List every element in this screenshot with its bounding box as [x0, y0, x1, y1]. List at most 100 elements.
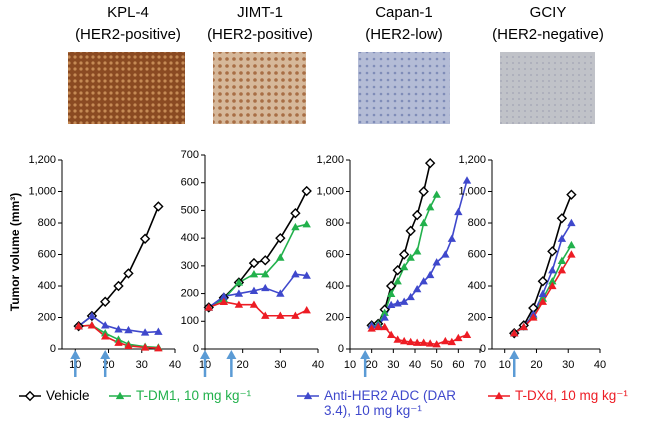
point: [301, 185, 312, 197]
legend-label: T-DM1, 10 mg kg⁻¹: [136, 388, 252, 403]
point: [406, 253, 415, 261]
point: [24, 390, 36, 402]
point: [557, 256, 567, 264]
point: [249, 286, 259, 294]
legend-item: Vehicle: [18, 388, 98, 403]
point: [405, 225, 416, 237]
legend-marker: [297, 391, 319, 400]
point: [425, 339, 435, 347]
point: [424, 157, 436, 169]
point: [425, 270, 435, 279]
x-tick-label: 30: [136, 359, 148, 371]
point: [291, 269, 300, 278]
point: [406, 292, 415, 301]
y-tick-label: 300: [181, 260, 199, 272]
legend-item: T-DXd, 10 mg kg⁻¹: [487, 388, 657, 403]
point: [406, 337, 415, 346]
dose-arrow: [200, 350, 210, 377]
y-tick-label: 1,200: [28, 154, 56, 166]
point: [412, 247, 422, 255]
point: [462, 176, 472, 184]
legend-label: Anti-HER2 ADC (DAR 3.4), 10 mg kg⁻¹: [324, 388, 457, 418]
x-tick-label: 30: [274, 359, 286, 371]
legend-item: Anti-HER2 ADC (DAR 3.4), 10 mg kg⁻¹: [296, 388, 481, 418]
point: [538, 297, 548, 305]
legend-marker: [109, 391, 131, 400]
point: [87, 311, 97, 320]
y-tick-label: 800: [326, 217, 344, 229]
y-tick-label: 400: [326, 280, 344, 292]
point: [260, 255, 271, 266]
point: [548, 281, 557, 290]
ihc-image: [213, 52, 306, 124]
point: [432, 340, 441, 348]
dose-arrow: [100, 350, 111, 377]
y-tick-label: 600: [38, 248, 56, 260]
dose-arrow-head: [200, 350, 210, 359]
chart-title: JIMT-1: [237, 4, 283, 21]
y-tick-label: 1,000: [458, 185, 486, 197]
x-tick-label: 60: [452, 359, 464, 371]
point: [367, 324, 376, 332]
x-tick-label: 30: [562, 359, 574, 371]
legend-item: T-DM1, 10 mg kg⁻¹: [108, 388, 288, 403]
point: [418, 186, 429, 197]
y-tick-label: 400: [181, 232, 199, 244]
y-tick-label: 0: [480, 343, 486, 355]
x-tick-label: 70: [474, 359, 486, 371]
point: [393, 335, 402, 343]
y-tick-label: 1,200: [316, 154, 344, 166]
point: [74, 321, 83, 330]
dose-arrow: [70, 350, 81, 377]
series-line: [78, 206, 160, 327]
x-tick-label: 50: [431, 359, 443, 371]
chart-subtitle: (HER2-positive): [75, 26, 181, 43]
y-tick-label: 200: [181, 287, 199, 299]
point: [87, 321, 97, 329]
point: [114, 338, 123, 346]
point: [567, 218, 576, 227]
series-line: [371, 162, 431, 327]
point: [219, 292, 229, 300]
point: [419, 338, 428, 346]
point: [380, 322, 389, 331]
y-tick-label: 600: [181, 177, 199, 189]
point: [380, 313, 389, 321]
y-tick-label: 600: [326, 248, 344, 260]
point: [398, 249, 410, 260]
x-tick-label: 20: [237, 359, 249, 371]
chart-subtitle: (HER2-positive): [207, 26, 313, 43]
point: [392, 265, 403, 276]
point: [454, 333, 463, 342]
point: [519, 322, 528, 331]
y-tick-label: 1,000: [316, 185, 344, 197]
point: [261, 311, 270, 319]
chart-subtitle: (HER2-negative): [492, 26, 604, 43]
dose-arrow: [226, 350, 237, 377]
point: [557, 234, 567, 242]
point: [373, 322, 383, 331]
dose-arrow-head: [70, 350, 81, 359]
y-tick-label: 600: [468, 248, 486, 260]
point: [462, 330, 472, 338]
point: [447, 234, 457, 242]
x-tick-label: 10: [499, 359, 511, 371]
chart-subtitle: (HER2-low): [365, 26, 443, 43]
point: [140, 343, 150, 351]
point: [276, 253, 285, 261]
y-tick-label: 0: [50, 343, 56, 355]
point: [419, 277, 428, 285]
y-tick-label: 400: [38, 280, 56, 292]
point: [302, 271, 311, 279]
point: [124, 325, 133, 334]
point: [380, 308, 389, 316]
point: [234, 278, 244, 286]
x-tick-label: 40: [169, 359, 181, 371]
dose-arrow: [509, 350, 520, 377]
dose-arrow-head: [509, 350, 520, 359]
legend: Vehicle T-DM1, 10 mg kg⁻¹ Anti-HER2 ADC (D…: [0, 388, 663, 422]
point: [204, 303, 213, 311]
point: [303, 391, 313, 400]
point: [411, 209, 423, 221]
point: [557, 266, 567, 274]
